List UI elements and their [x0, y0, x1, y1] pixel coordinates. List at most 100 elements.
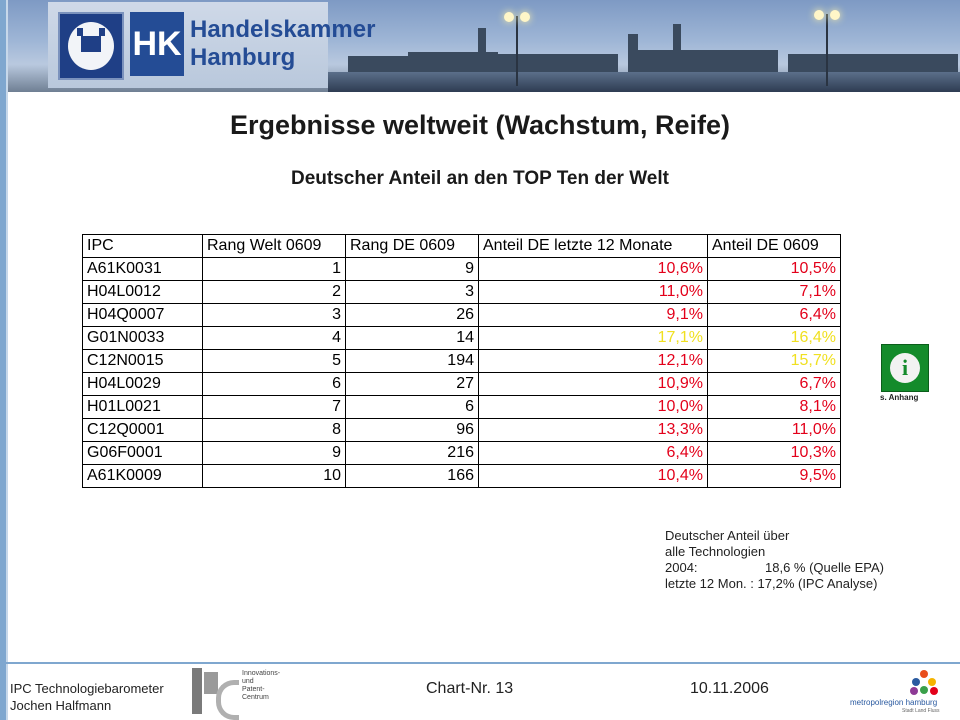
cell-anteil-12m: 10,6%: [478, 257, 708, 281]
table-row: H01L0021 7 6 10,0% 8,1%: [82, 395, 841, 419]
slide-title: Ergebnisse weltweit (Wachstum, Reife): [229, 110, 731, 140]
cell-anteil-12m: 12,1%: [478, 349, 708, 373]
cell-anteil-12m: 11,0%: [478, 280, 708, 304]
column-header-rang-de: Rang DE 0609: [345, 234, 479, 258]
cell-ipc: H04Q0007: [82, 303, 203, 327]
cell-anteil-0609: 10,5%: [707, 257, 841, 281]
cell-anteil-12m: 9,1%: [478, 303, 708, 327]
header-banner: HK Handelskammer Hamburg: [8, 0, 960, 92]
cell-ipc: G06F0001: [82, 441, 203, 465]
table-row: A61K0031 1 9 10,6% 10,5%: [82, 257, 841, 281]
cell-rang-welt: 10: [202, 464, 346, 488]
cell-rang-de: 27: [345, 372, 479, 396]
slide-left-border-inner: [6, 0, 8, 720]
column-header-rang-welt: Rang Welt 0609: [202, 234, 346, 258]
table-row: H04Q0007 3 26 9,1% 6,4%: [82, 303, 841, 327]
note-row4: letzte 12 Mon. : 17,2% (IPC Analyse): [665, 576, 884, 592]
hk-name-line1: Handelskammer: [190, 16, 376, 43]
hk-logo-box: HK: [130, 12, 184, 76]
hk-logo-name: Handelskammer Hamburg: [190, 16, 375, 72]
cell-anteil-12m: 10,0%: [478, 395, 708, 419]
cell-rang-welt: 6: [202, 372, 346, 396]
table-row: A61K0009 10 166 10,4% 9,5%: [82, 464, 841, 488]
info-glyph: i: [890, 353, 920, 383]
cell-rang-welt: 4: [202, 326, 346, 350]
note-row4-value: 17,2% (IPC Analyse): [757, 576, 878, 591]
metropolregion-tagline: Stadt Land Fluss: [902, 708, 940, 714]
cell-ipc: A61K0009: [82, 464, 203, 488]
hamburg-seal-icon: [58, 12, 124, 80]
chart-number: Chart-Nr. 13: [426, 680, 514, 697]
cell-rang-welt: 2: [202, 280, 346, 304]
column-header-ipc: IPC: [82, 234, 203, 258]
cell-ipc: G01N0033: [82, 326, 203, 350]
cell-anteil-12m: 17,1%: [478, 326, 708, 350]
ipc-logo-text: Innovations- und Patent- Centrum: [242, 670, 280, 702]
cell-rang-de: 194: [345, 349, 479, 373]
metropolregion-name: metropolregion hamburg: [850, 698, 938, 707]
hk-name-line2: Hamburg: [190, 44, 296, 71]
note-row3-key: 2004:: [665, 560, 698, 575]
cell-ipc: H04L0029: [82, 372, 203, 396]
note-row4-key: letzte 12 Mon. :: [665, 576, 754, 591]
cell-ipc: A61K0031: [82, 257, 203, 281]
cell-rang-welt: 1: [202, 257, 346, 281]
cell-anteil-12m: 10,4%: [478, 464, 708, 488]
footer-author: IPC Technologiebarometer Jochen Halfmann: [10, 680, 164, 714]
table-row: C12Q0001 8 96 13,3% 11,0%: [82, 418, 841, 442]
note-german-share: Deutscher Anteil über alle Technologien …: [665, 528, 884, 592]
note-line1: Deutscher Anteil über: [665, 528, 790, 543]
info-label: s. Anhang: [880, 393, 919, 402]
cell-ipc: C12Q0001: [82, 418, 203, 442]
cell-rang-welt: 9: [202, 441, 346, 465]
cell-anteil-12m: 6,4%: [478, 441, 708, 465]
cell-anteil-0609: 10,3%: [707, 441, 841, 465]
hk-logo: HK Handelskammer Hamburg: [48, 2, 375, 88]
column-header-anteil-12m: Anteil DE letzte 12 Monate: [478, 234, 708, 258]
metropolregion-logo: metropolregion hamburg Stadt Land Fluss: [850, 668, 954, 714]
table-row: G01N0033 4 14 17,1% 16,4%: [82, 326, 841, 350]
cell-rang-welt: 5: [202, 349, 346, 373]
cell-rang-de: 216: [345, 441, 479, 465]
cell-anteil-0609: 9,5%: [707, 464, 841, 488]
table-row: C12N0015 5 194 12,1% 15,7%: [82, 349, 841, 373]
table-row: G06F0001 9 216 6,4% 10,3%: [82, 441, 841, 465]
cell-anteil-12m: 10,9%: [478, 372, 708, 396]
ipc-logo-line1: Innovations-: [242, 670, 281, 677]
top-ten-table: IPC Rang Welt 0609 Rang DE 0609 Anteil D…: [82, 234, 841, 488]
cell-anteil-12m: 13,3%: [478, 418, 708, 442]
cell-rang-de: 3: [345, 280, 479, 304]
cell-anteil-0609: 6,7%: [707, 372, 841, 396]
footer-left-line2: Jochen Halfmann: [10, 698, 112, 713]
metropolregion-mark-icon: [910, 670, 938, 696]
cell-rang-de: 14: [345, 326, 479, 350]
table-row: H04L0012 2 3 11,0% 7,1%: [82, 280, 841, 304]
cell-anteil-0609: 7,1%: [707, 280, 841, 304]
cell-anteil-0609: 15,7%: [707, 349, 841, 373]
cell-rang-de: 6: [345, 395, 479, 419]
cell-rang-de: 166: [345, 464, 479, 488]
column-header-anteil-0609: Anteil DE 0609: [707, 234, 841, 258]
cell-ipc: H01L0021: [82, 395, 203, 419]
cell-rang-welt: 3: [202, 303, 346, 327]
slide-left-border: [0, 0, 6, 720]
cell-rang-welt: 8: [202, 418, 346, 442]
cell-rang-de: 26: [345, 303, 479, 327]
note-row3: 2004: 18,6 % (Quelle EPA): [665, 560, 884, 576]
table-header-row: IPC Rang Welt 0609 Rang DE 0609 Anteil D…: [82, 234, 841, 258]
note-line2: alle Technologien: [665, 544, 766, 559]
cell-ipc: H04L0012: [82, 280, 203, 304]
city-skyline-image: [328, 24, 960, 92]
ipc-logo-line4: Centrum: [242, 694, 269, 701]
footer-divider: [6, 662, 960, 664]
ipc-logo-line2: und: [242, 678, 254, 685]
cell-ipc: C12N0015: [82, 349, 203, 373]
note-row3-value: 18,6 % (Quelle EPA): [765, 560, 884, 575]
cell-anteil-0609: 6,4%: [707, 303, 841, 327]
cell-rang-de: 9: [345, 257, 479, 281]
cell-rang-de: 96: [345, 418, 479, 442]
ipc-logo-icon: [192, 668, 239, 720]
table-row: H04L0029 6 27 10,9% 6,7%: [82, 372, 841, 396]
info-icon[interactable]: i: [881, 344, 929, 392]
cell-anteil-0609: 11,0%: [707, 418, 841, 442]
